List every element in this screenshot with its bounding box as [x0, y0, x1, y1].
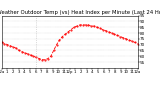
Title: Milwaukee Weather Outdoor Temp (vs) Heat Index per Minute (Last 24 Hours): Milwaukee Weather Outdoor Temp (vs) Heat…: [0, 10, 160, 15]
